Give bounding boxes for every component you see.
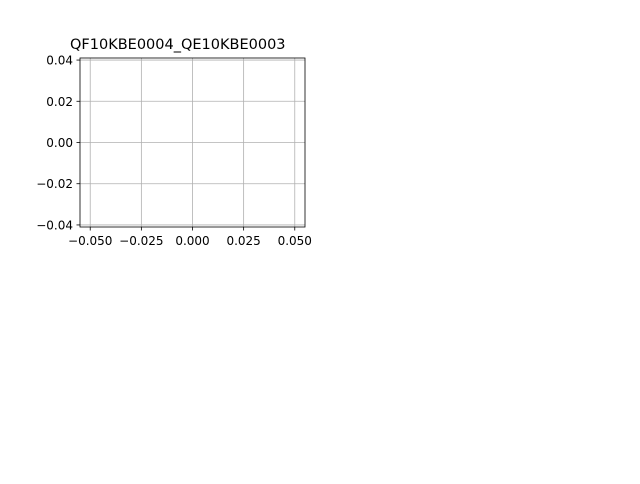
- y-tick-label: 0.04: [46, 54, 73, 68]
- x-tick-label: −0.025: [119, 234, 163, 248]
- grid: [80, 58, 305, 227]
- x-tick-label: 0.025: [226, 234, 260, 248]
- x-tick-label: −0.050: [68, 234, 112, 248]
- y-tick-label: 0.00: [46, 136, 73, 150]
- ticks: −0.050 −0.025 0.000 0.025 0.050 −0.04 −0.02 0.0…: [36, 54, 312, 248]
- chart-title: QF10KBE0004_QE10KBE0003: [70, 37, 286, 53]
- x-tick-label: 0.000: [175, 234, 209, 248]
- y-tick-label: 0.02: [46, 95, 73, 109]
- y-tick-label: −0.02: [36, 177, 73, 191]
- x-tick-label: 0.050: [278, 234, 312, 248]
- y-tick-label: −0.04: [36, 218, 73, 232]
